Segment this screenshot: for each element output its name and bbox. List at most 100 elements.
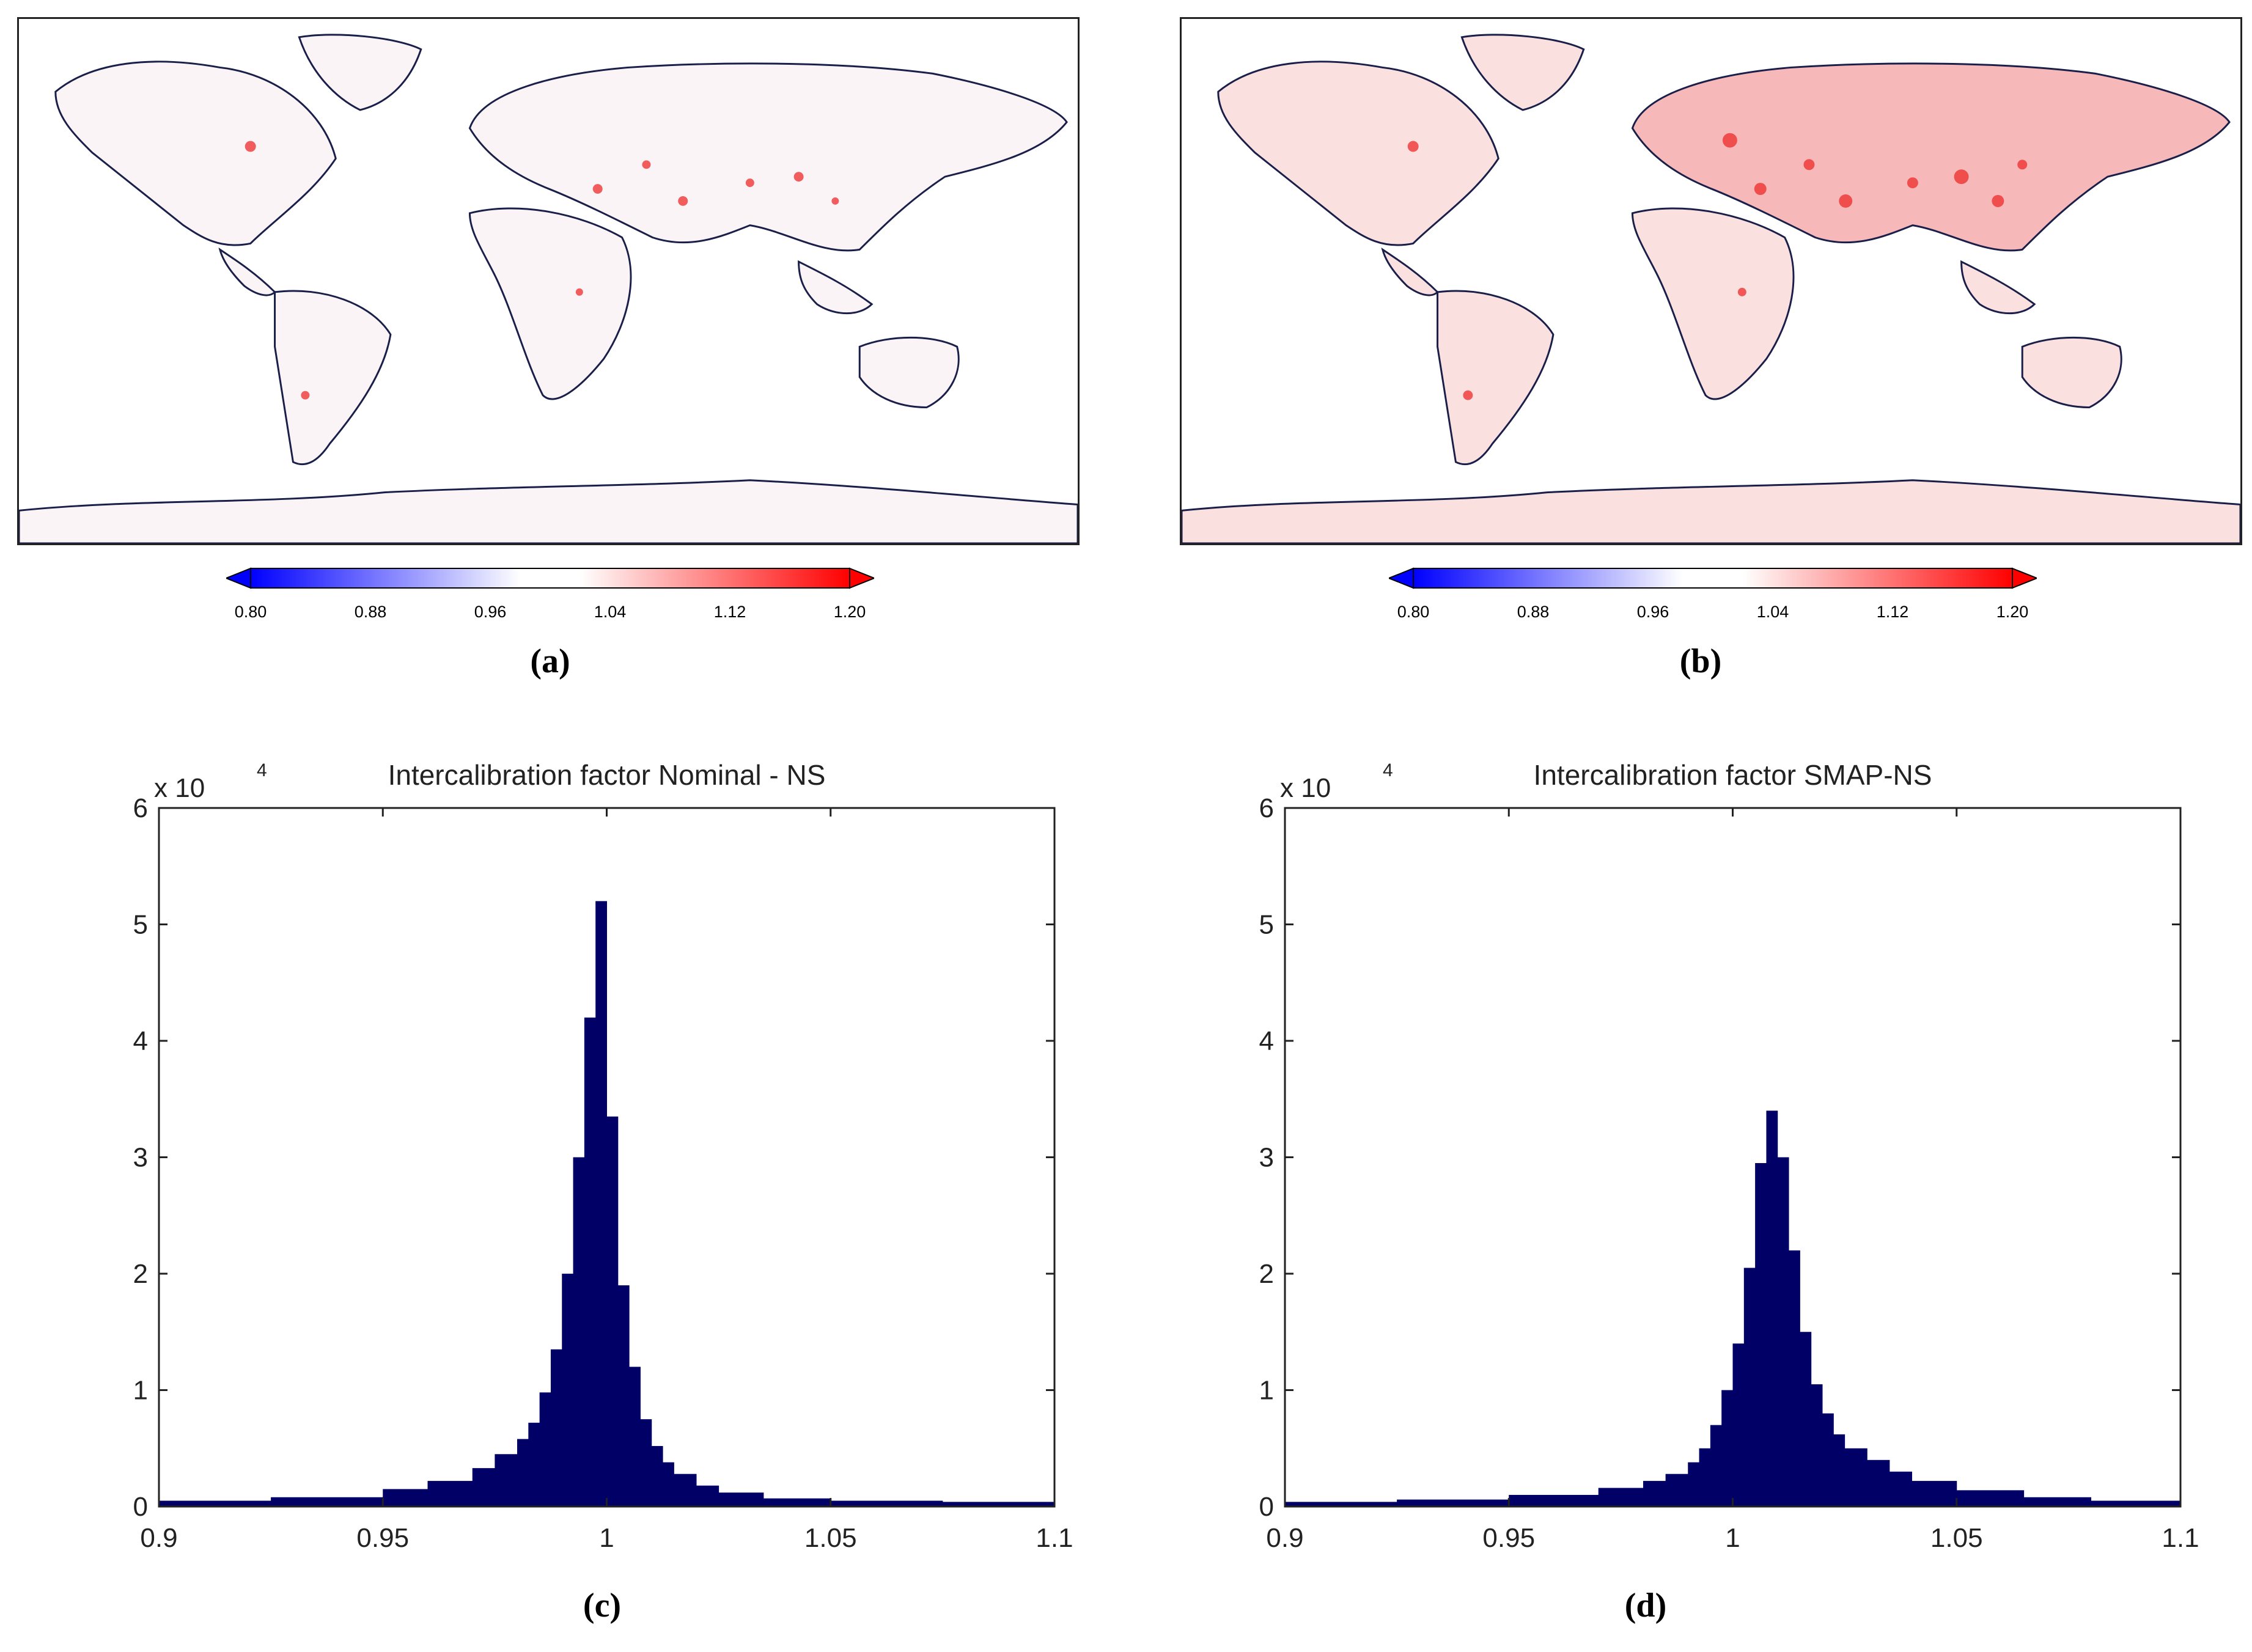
histogram-d-ytick-label: 0 bbox=[1259, 1492, 1274, 1522]
hotspot bbox=[1907, 177, 1918, 189]
histogram-c-xtick-label: 1.05 bbox=[804, 1523, 857, 1553]
histogram-d-bar bbox=[1732, 1343, 1745, 1507]
histogram-c-ytick-label: 1 bbox=[133, 1376, 148, 1406]
histogram-d-y-multiplier: x 10 bbox=[1280, 773, 1331, 803]
hotspot bbox=[245, 141, 256, 152]
histogram-c-bar bbox=[562, 1274, 574, 1507]
histogram-d-ytick-label: 4 bbox=[1259, 1026, 1274, 1056]
hotspot bbox=[1737, 287, 1746, 296]
histogram-c-title: Intercalibration factor Nominal - NS bbox=[388, 759, 826, 791]
colorbar-a-tick: 0.96 bbox=[474, 603, 507, 621]
map-a-hotspots bbox=[245, 141, 839, 400]
histogram-d-bar bbox=[1844, 1448, 1867, 1507]
hotspot bbox=[1839, 194, 1853, 208]
histogram-d: 0.9 0.95 1 1.05 1.1 0 1 2 3 4 5 6 x 10 4 Intercalibrat… bbox=[1126, 721, 2252, 1652]
panel-label-a: (a) bbox=[530, 642, 570, 680]
histogram-c-bar bbox=[674, 1474, 697, 1507]
histogram-c: 0.9 0.95 1 1.05 1.1 0 1 2 3 4 5 6 x 10 4 Intercalibrat… bbox=[0, 721, 1126, 1652]
colorbar-a-high-arrow bbox=[849, 567, 876, 589]
histogram-d-bar bbox=[1743, 1268, 1756, 1507]
histogram-d-xtick-label: 0.9 bbox=[1266, 1523, 1303, 1553]
histogram-d-bar bbox=[1912, 1481, 1957, 1507]
histogram-d-bar bbox=[1867, 1459, 1890, 1507]
histogram-d-bar bbox=[1598, 1488, 1644, 1507]
panel-label-c: (c) bbox=[583, 1587, 622, 1624]
map-b bbox=[1180, 17, 2242, 545]
colorbar-b-tick: 1.04 bbox=[1756, 603, 1789, 621]
colorbar-a-tick: 0.80 bbox=[234, 603, 267, 621]
histogram-d-bar bbox=[1956, 1490, 2025, 1507]
histogram-c-bar bbox=[617, 1285, 630, 1507]
histogram-c-bar bbox=[830, 1500, 943, 1507]
histogram-d-bar bbox=[1721, 1390, 1733, 1507]
histogram-d-bar bbox=[1833, 1434, 1845, 1507]
histogram-d-bar bbox=[1643, 1481, 1666, 1507]
hotspot bbox=[592, 184, 603, 194]
southeast-asia bbox=[798, 260, 874, 314]
histogram-c-bar bbox=[573, 1157, 585, 1507]
histogram-c-bar bbox=[539, 1392, 551, 1507]
histogram-c-y-exponent: 4 bbox=[257, 760, 267, 780]
histogram-c-bar bbox=[550, 1349, 562, 1507]
histogram-d-y-exponent: 4 bbox=[1383, 760, 1393, 780]
north-america bbox=[54, 61, 337, 246]
hotspot bbox=[1954, 169, 1969, 185]
colorbar-b-gradient bbox=[1413, 568, 2013, 589]
colorbar-b-bar bbox=[1387, 567, 2039, 589]
map-b-hotspots bbox=[1407, 133, 2028, 400]
map-b-eurasia bbox=[1631, 62, 2231, 252]
histogram-c-bar bbox=[517, 1439, 529, 1507]
colorbar-a-tick: 1.20 bbox=[833, 603, 866, 621]
histogram-d-bar bbox=[1755, 1163, 1767, 1507]
histogram-c-xtick-label: 0.9 bbox=[140, 1523, 177, 1553]
australia bbox=[2021, 336, 2122, 409]
histogram-d-bar bbox=[1710, 1425, 1722, 1507]
histogram-c-bar bbox=[472, 1468, 495, 1507]
histogram-c-xtick-label: 1.1 bbox=[1036, 1523, 1073, 1553]
colorbar-a-ticks: 0.80 0.88 0.96 1.04 1.12 1.20 bbox=[226, 603, 874, 627]
colorbar-a-tick: 0.88 bbox=[354, 603, 387, 621]
antarctica bbox=[1182, 479, 2240, 543]
histogram-c-bar bbox=[383, 1489, 428, 1507]
central-america bbox=[218, 247, 276, 296]
hotspot bbox=[678, 196, 688, 206]
hotspot bbox=[2017, 160, 2028, 170]
hotspot bbox=[1463, 390, 1473, 400]
colorbar-b-tick: 1.20 bbox=[1996, 603, 2029, 621]
north-america bbox=[1217, 61, 1499, 246]
histogram-c-bar bbox=[584, 1017, 596, 1507]
panel-label-d: (d) bbox=[1624, 1587, 1667, 1624]
histogram-c-bar bbox=[495, 1454, 518, 1507]
world-map-b bbox=[1182, 34, 2240, 543]
colorbar-b-low-arrow bbox=[1387, 567, 1414, 589]
hotspot bbox=[642, 160, 651, 169]
africa bbox=[468, 207, 632, 400]
colorbar-b-ticks: 0.80 0.88 0.96 1.04 1.12 1.20 bbox=[1389, 603, 2037, 627]
greenland bbox=[298, 34, 422, 111]
histogram-c-bar bbox=[696, 1485, 719, 1507]
hotspot bbox=[831, 197, 839, 205]
hotspot bbox=[575, 288, 583, 296]
colorbar-a-gradient bbox=[250, 568, 850, 589]
histogram-d-svg: 0.9 0.95 1 1.05 1.1 0 1 2 3 4 5 6x 10 4 Intercalibrat… bbox=[1259, 759, 2199, 1553]
histogram-c-ytick-label: 6 bbox=[133, 793, 148, 823]
histogram-d-ytick-label: 3 bbox=[1259, 1143, 1274, 1173]
hotspot bbox=[1754, 183, 1767, 195]
histogram-c-ytick-label: 3 bbox=[133, 1143, 148, 1173]
histogram-d-bar bbox=[2023, 1497, 2091, 1507]
histogram-c-ytick-label: 0 bbox=[133, 1492, 148, 1522]
histogram-c-bar bbox=[718, 1492, 764, 1507]
colorbar-a-low-arrow bbox=[224, 567, 251, 589]
histogram-d-bar bbox=[1777, 1157, 1789, 1507]
histogram-d-bar bbox=[1688, 1462, 1700, 1507]
histogram-c-xtick-label: 1 bbox=[599, 1523, 614, 1553]
histogram-c-ytick-label: 4 bbox=[133, 1026, 148, 1056]
colorbar-b-high-arrow bbox=[2012, 567, 2039, 589]
histogram-c-bar bbox=[427, 1481, 473, 1507]
histogram-d-xtick-label: 1.1 bbox=[2162, 1523, 2199, 1553]
map-b-land bbox=[1182, 34, 2240, 543]
south-america bbox=[274, 290, 392, 466]
histogram-c-bar bbox=[271, 1497, 383, 1507]
histogram-c-bar bbox=[528, 1422, 540, 1507]
histogram-d-bar bbox=[1766, 1111, 1778, 1507]
